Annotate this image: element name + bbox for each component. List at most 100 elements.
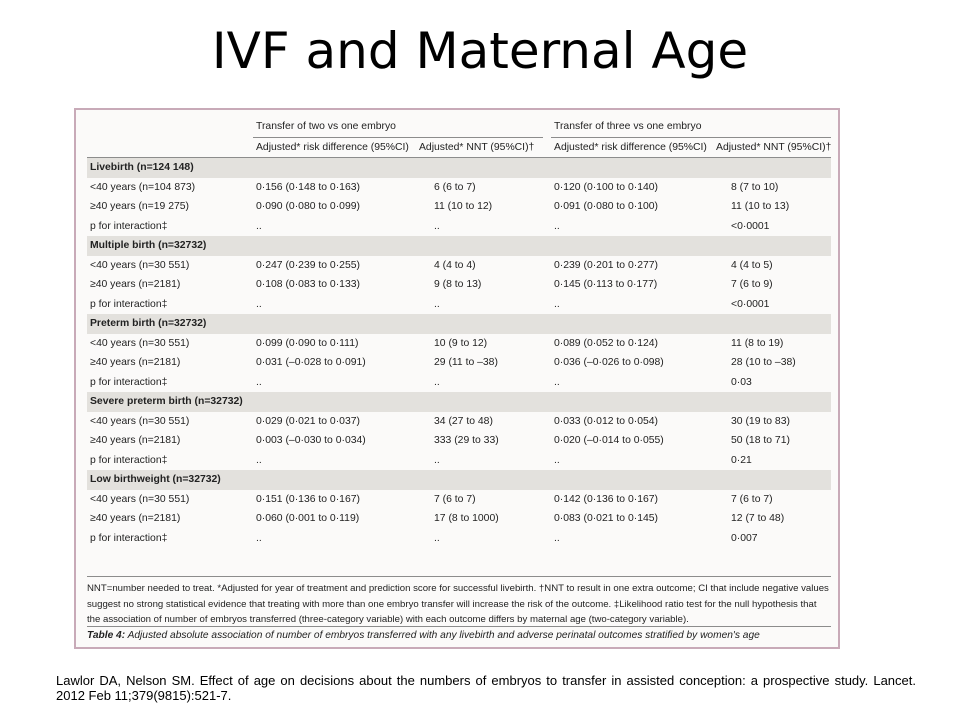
cell-risk-diff-3v1: ..	[551, 528, 714, 548]
cell-nnt-2v1: 10 (9 to 12)	[416, 333, 544, 353]
section-title: Multiple birth (n=32732)	[87, 236, 832, 256]
column-gap	[543, 509, 552, 529]
group-header-three-vs-one: Transfer of three vs one embryo	[551, 117, 832, 138]
cell-risk-diff-3v1: 0·142 (0·136 to 0·167)	[551, 489, 714, 509]
cell-nnt-2v1: ..	[416, 216, 544, 236]
cell-risk-diff-2v1: 0·029 (0·021 to 0·037)	[253, 411, 416, 431]
row-p-interaction: p for interaction‡...... 0·03	[87, 372, 832, 392]
column-gap	[543, 489, 552, 509]
corner-header	[87, 117, 253, 137]
column-gap	[543, 216, 552, 236]
subheader-nnt-2v1: Adjusted* NNT (95%CI)†	[416, 137, 544, 158]
cell-risk-diff-2v1: 0·090 (0·080 to 0·099)	[253, 197, 416, 217]
cell-group: <40 years (n=30 551)	[87, 489, 253, 509]
cell-nnt-2v1: ..	[416, 372, 544, 392]
cell-risk-diff-3v1: ..	[551, 372, 714, 392]
cell-nnt-2v1: 9 (8 to 13)	[416, 275, 544, 295]
cell-risk-diff-2v1: 0·247 (0·239 to 0·255)	[253, 255, 416, 275]
cell-nnt-3v1: 7 (6 to 9)	[713, 275, 832, 295]
cell-group: ≥40 years (n=2181)	[87, 275, 253, 295]
table-footnote: NNT=number needed to treat. *Adjusted fo…	[87, 576, 831, 628]
cell-nnt-3v1: 8 (7 to 10)	[713, 177, 832, 197]
cell-nnt-2v1: 34 (27 to 48)	[416, 411, 544, 431]
row-40-plus: ≥40 years (n=2181) 0·003 (–0·030 to 0·034…	[87, 431, 832, 451]
row-p-interaction: p for interaction‡...... <0·0001	[87, 294, 832, 314]
cell-nnt-3v1: 28 (10 to –38)	[713, 353, 832, 373]
cell-risk-diff-3v1: 0·036 (–0·026 to 0·098)	[551, 353, 714, 373]
row-p-interaction: p for interaction‡...... 0·007	[87, 528, 832, 548]
cell-nnt-2v1: ..	[416, 294, 544, 314]
cell-risk-diff-2v1: ..	[253, 294, 416, 314]
cell-nnt-2v1: 4 (4 to 4)	[416, 255, 544, 275]
cell-risk-diff-3v1: ..	[551, 450, 714, 470]
row-under-40: <40 years (n=104 873) 0·156 (0·148 to 0·1…	[87, 177, 832, 197]
section-header-row: Multiple birth (n=32732)	[87, 236, 832, 256]
cell-risk-diff-2v1: ..	[253, 450, 416, 470]
section-header-row: Low birthweight (n=32732)	[87, 470, 832, 490]
cell-risk-diff-3v1: 0·083 (0·021 to 0·145)	[551, 509, 714, 529]
group-header-two-vs-one: Transfer of two vs one embryo	[253, 117, 544, 138]
cell-nnt-2v1: 7 (6 to 7)	[416, 489, 544, 509]
citation: Lawlor DA, Nelson SM. Effect of age on d…	[56, 673, 916, 703]
subheader-nnt-3v1: Adjusted* NNT (95%CI)†	[713, 137, 832, 158]
cell-risk-diff-3v1: ..	[551, 216, 714, 236]
row-under-40: <40 years (n=30 551) 0·151 (0·136 to 0·16…	[87, 489, 832, 509]
cell-group: p for interaction‡	[87, 450, 253, 470]
column-gap	[543, 450, 552, 470]
cell-risk-diff-2v1: 0·108 (0·083 to 0·133)	[253, 275, 416, 295]
subheader-risk-diff-2v1: Adjusted* risk difference (95%CI)	[253, 137, 416, 158]
cell-risk-diff-3v1: 0·120 (0·100 to 0·140)	[551, 177, 714, 197]
caption-label: Table 4:	[87, 630, 126, 641]
row-under-40: <40 years (n=30 551) 0·247 (0·239 to 0·25…	[87, 255, 832, 275]
section-header-row: Livebirth (n=124 148)	[87, 157, 832, 178]
section-title: Preterm birth (n=32732)	[87, 314, 832, 334]
cell-nnt-3v1: <0·0001	[713, 216, 832, 236]
row-under-40: <40 years (n=30 551) 0·099 (0·090 to 0·11…	[87, 333, 832, 353]
row-p-interaction: p for interaction‡...... <0·0001	[87, 216, 832, 236]
section-title: Low birthweight (n=32732)	[87, 470, 832, 490]
cell-nnt-2v1: 29 (11 to –38)	[416, 353, 544, 373]
column-gap	[543, 177, 552, 197]
row-40-plus: ≥40 years (n=2181) 0·031 (–0·028 to 0·091…	[87, 353, 832, 373]
cell-risk-diff-2v1: 0·156 (0·148 to 0·163)	[253, 177, 416, 197]
cell-group: ≥40 years (n=19 275)	[87, 197, 253, 217]
cell-group: <40 years (n=104 873)	[87, 177, 253, 197]
cell-risk-diff-2v1: 0·060 (0·001 to 0·119)	[253, 509, 416, 529]
subheader-risk-diff-3v1: Adjusted* risk difference (95%CI)	[551, 137, 714, 158]
cell-risk-diff-3v1: 0·145 (0·113 to 0·177)	[551, 275, 714, 295]
corner-subheader	[87, 137, 253, 158]
cell-nnt-2v1: ..	[416, 528, 544, 548]
cell-nnt-3v1: 12 (7 to 48)	[713, 509, 832, 529]
row-under-40: <40 years (n=30 551) 0·029 (0·021 to 0·03…	[87, 411, 832, 431]
row-p-interaction: p for interaction‡...... 0·21	[87, 450, 832, 470]
cell-risk-diff-2v1: 0·031 (–0·028 to 0·091)	[253, 353, 416, 373]
cell-group: ≥40 years (n=2181)	[87, 509, 253, 529]
cell-risk-diff-3v1: 0·091 (0·080 to 0·100)	[551, 197, 714, 217]
cell-risk-diff-3v1: 0·020 (–0·014 to 0·055)	[551, 431, 714, 451]
section-title: Severe preterm birth (n=32732)	[87, 392, 832, 412]
cell-risk-diff-2v1: ..	[253, 216, 416, 236]
column-gap	[543, 197, 552, 217]
section-title: Livebirth (n=124 148)	[87, 157, 832, 178]
cell-risk-diff-3v1: 0·033 (0·012 to 0·054)	[551, 411, 714, 431]
results-table: Transfer of two vs one embryo Transfer o…	[87, 117, 832, 548]
column-gap	[543, 528, 552, 548]
cell-risk-diff-2v1: 0·099 (0·090 to 0·111)	[253, 333, 416, 353]
column-gap	[543, 372, 552, 392]
table-caption: Table 4: Adjusted absolute association o…	[87, 626, 831, 641]
cell-group: ≥40 years (n=2181)	[87, 353, 253, 373]
cell-risk-diff-3v1: 0·089 (0·052 to 0·124)	[551, 333, 714, 353]
row-40-plus: ≥40 years (n=19 275) 0·090 (0·080 to 0·09…	[87, 197, 832, 217]
cell-nnt-2v1: 6 (6 to 7)	[416, 177, 544, 197]
cell-risk-diff-3v1: 0·239 (0·201 to 0·277)	[551, 255, 714, 275]
slide-title: IVF and Maternal Age	[211, 22, 749, 80]
cell-nnt-3v1: 0·21	[713, 450, 832, 470]
cell-nnt-2v1: 17 (8 to 1000)	[416, 509, 544, 529]
cell-group: p for interaction‡	[87, 528, 253, 548]
cell-nnt-2v1: 333 (29 to 33)	[416, 431, 544, 451]
cell-group: <40 years (n=30 551)	[87, 255, 253, 275]
cell-risk-diff-2v1: ..	[253, 528, 416, 548]
cell-risk-diff-2v1: 0·151 (0·136 to 0·167)	[253, 489, 416, 509]
cell-nnt-3v1: 11 (8 to 19)	[713, 333, 832, 353]
section-header-row: Severe preterm birth (n=32732)	[87, 392, 832, 412]
